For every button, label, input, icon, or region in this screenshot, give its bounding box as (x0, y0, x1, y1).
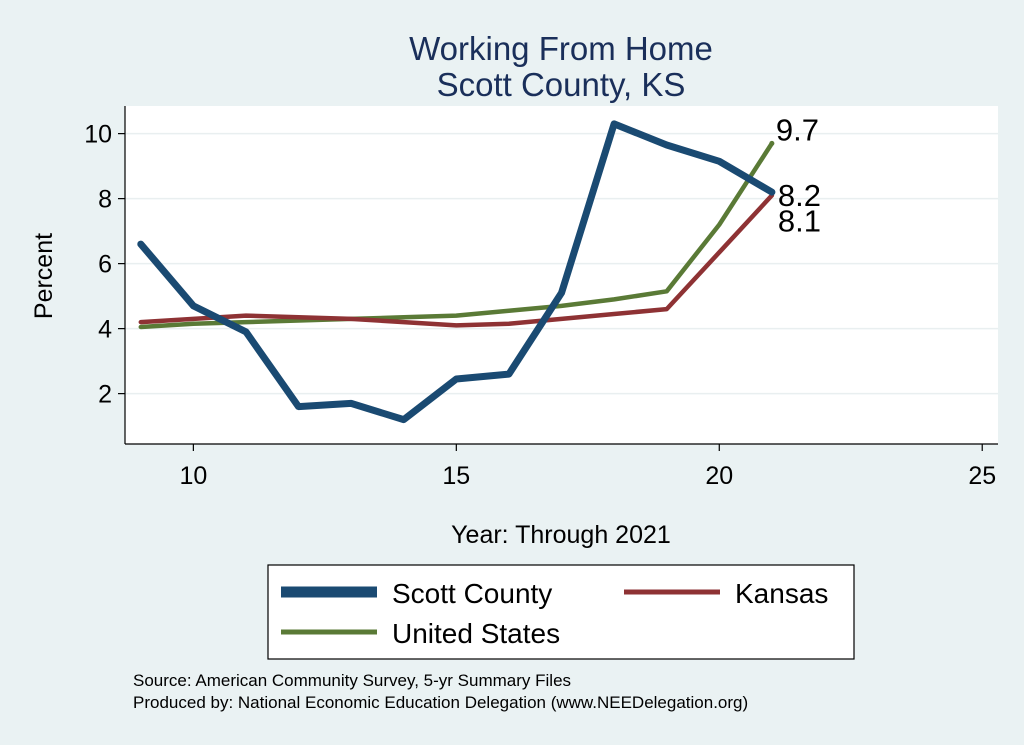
y-tick-label-8: 8 (98, 186, 112, 214)
end-label-united-states: 9.7 (776, 112, 819, 147)
series-line-united-states (138, 141, 775, 330)
end-point-united-states (769, 140, 775, 146)
end-label-kansas: 8.1 (778, 203, 821, 238)
legend-box (267, 564, 855, 660)
legend-label-scott-county: Scott County (392, 578, 552, 609)
plot-area (125, 106, 998, 444)
y-axis-label: Percent (30, 233, 58, 319)
x-axis-label: Year: Through 2021 (451, 521, 671, 549)
series-lines (137, 120, 776, 424)
x-tick-label-25: 25 (968, 462, 996, 490)
x-tick-label-10: 10 (179, 462, 207, 490)
gridlines (125, 132, 998, 395)
axes: 2 4 6 8 10 10 15 20 25 (84, 106, 998, 490)
chart-subtitle: Scott County, KS (437, 66, 686, 103)
series-line-scott-county (137, 120, 776, 424)
x-tick-label-15: 15 (442, 462, 470, 490)
y-tick-label-10: 10 (84, 121, 112, 149)
legend-label-united-states: United States (392, 618, 560, 649)
end-labels: 8.28.1 9.7 (769, 112, 821, 238)
source-line-2: Produced by: National Economic Education… (133, 693, 748, 712)
legend-label-kansas: Kansas (735, 578, 828, 609)
y-tick-label-4: 4 (98, 316, 112, 344)
y-tick-label-6: 6 (98, 251, 112, 279)
series-line-kansas (138, 193, 775, 328)
source-line-1: Source: American Community Survey, 5-yr … (133, 671, 571, 690)
x-tick-label-20: 20 (705, 462, 733, 490)
end-label-scott-county: 8.2 (778, 178, 821, 213)
chart-title: Working From Home (409, 30, 713, 67)
y-tick-label-2: 2 (98, 381, 112, 409)
legend: Scott County Kansas United States (281, 578, 828, 649)
